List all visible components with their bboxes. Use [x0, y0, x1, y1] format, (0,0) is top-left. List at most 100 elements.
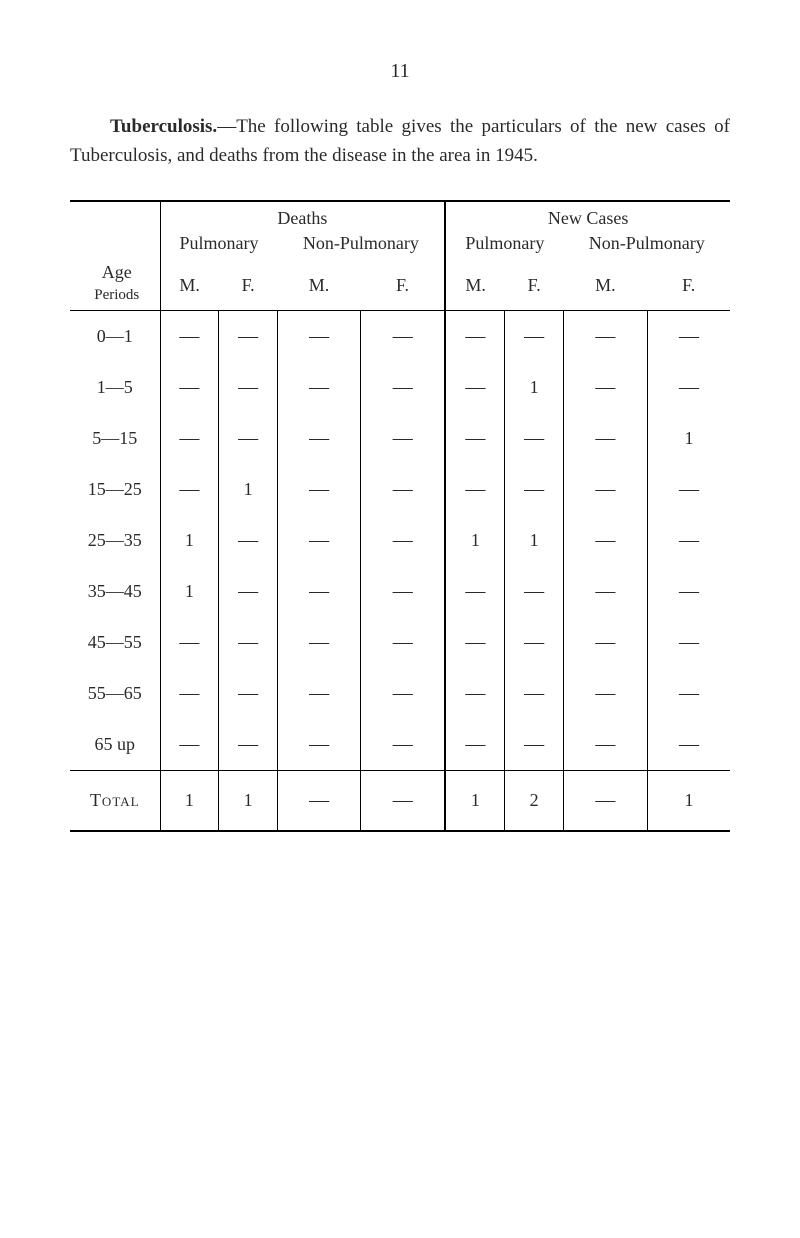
table-cell: —	[563, 464, 647, 515]
table-cell: —	[361, 566, 446, 617]
header-m: M.	[160, 256, 219, 311]
total-cell: —	[277, 771, 360, 832]
table-cell: —	[361, 668, 446, 719]
table-cell: —	[219, 311, 278, 363]
total-cell: 2	[505, 771, 564, 832]
table-cell: —	[445, 413, 505, 464]
header-age: Age	[70, 256, 160, 285]
total-cell: —	[361, 771, 446, 832]
age-cell: 15—25	[70, 464, 160, 515]
table-cell: —	[563, 311, 647, 363]
table-cell: —	[563, 719, 647, 771]
header-periods: Periods	[70, 285, 160, 311]
header-m: M.	[445, 256, 505, 311]
header-m: M.	[277, 256, 360, 311]
table-cell: —	[219, 668, 278, 719]
header-non-pulmonary-2: Non-Pulmonary	[563, 231, 730, 256]
age-cell: 35—45	[70, 566, 160, 617]
age-cell: 45—55	[70, 617, 160, 668]
age-cell: 5—15	[70, 413, 160, 464]
table-cell: —	[219, 617, 278, 668]
table-cell: —	[445, 719, 505, 771]
table-cell: —	[445, 311, 505, 363]
table-cell: —	[160, 464, 219, 515]
table-cell: —	[277, 566, 360, 617]
table-cell: —	[505, 668, 564, 719]
table-cell: —	[160, 362, 219, 413]
table-cell: —	[563, 413, 647, 464]
age-cell: 25—35	[70, 515, 160, 566]
table-cell: —	[647, 464, 730, 515]
table-cell: —	[505, 464, 564, 515]
header-f: F.	[219, 256, 278, 311]
table-cell: —	[647, 719, 730, 771]
table-cell: —	[277, 311, 360, 363]
table-cell: —	[277, 515, 360, 566]
table-cell: —	[277, 362, 360, 413]
table-cell: —	[505, 566, 564, 617]
table-cell: 1	[505, 515, 564, 566]
total-cell: 1	[647, 771, 730, 832]
table-cell: —	[361, 515, 446, 566]
intro-paragraph: Tuberculosis.—The following table gives …	[70, 113, 730, 170]
total-cell: 1	[219, 771, 278, 832]
header-new-cases: New Cases	[445, 201, 730, 231]
table-cell: —	[647, 362, 730, 413]
table-cell: —	[647, 311, 730, 363]
table-cell: —	[219, 413, 278, 464]
intro-heading: Tuberculosis.	[110, 116, 217, 137]
total-label: Total	[70, 771, 160, 832]
header-deaths: Deaths	[160, 201, 445, 231]
table-cell: —	[361, 464, 446, 515]
header-pulmonary: Pulmonary	[160, 231, 277, 256]
table-cell: —	[445, 464, 505, 515]
table-cell: —	[361, 617, 446, 668]
table-cell: —	[219, 719, 278, 771]
table-cell: 1	[160, 566, 219, 617]
table-cell: —	[563, 668, 647, 719]
header-non-pulmonary: Non-Pulmonary	[277, 231, 445, 256]
header-m: M.	[563, 256, 647, 311]
table-cell: —	[361, 311, 446, 363]
table-cell: —	[445, 362, 505, 413]
table-cell: —	[505, 719, 564, 771]
header-f: F.	[505, 256, 564, 311]
table-cell: —	[563, 566, 647, 617]
table-cell: —	[160, 413, 219, 464]
table-cell: —	[647, 617, 730, 668]
table-cell: —	[505, 413, 564, 464]
table-cell: —	[563, 362, 647, 413]
table-cell: —	[219, 515, 278, 566]
table-cell: 1	[219, 464, 278, 515]
age-cell: 65 up	[70, 719, 160, 771]
page-number: 11	[70, 60, 730, 83]
total-cell: 1	[160, 771, 219, 832]
table-cell: —	[505, 617, 564, 668]
table-cell: —	[277, 617, 360, 668]
table-cell: —	[505, 311, 564, 363]
table-cell: —	[277, 413, 360, 464]
table-cell: —	[160, 311, 219, 363]
table-cell: 1	[445, 515, 505, 566]
header-f: F.	[647, 256, 730, 311]
total-cell: —	[563, 771, 647, 832]
table-cell: —	[160, 719, 219, 771]
table-cell: —	[563, 617, 647, 668]
table-cell: —	[277, 719, 360, 771]
table-cell: —	[361, 719, 446, 771]
age-cell: 1—5	[70, 362, 160, 413]
age-cell: 55—65	[70, 668, 160, 719]
header-pulmonary-2: Pulmonary	[445, 231, 563, 256]
table-cell: —	[647, 566, 730, 617]
age-cell: 0—1	[70, 311, 160, 363]
table-cell: —	[647, 668, 730, 719]
table-cell: —	[361, 362, 446, 413]
table-cell: —	[160, 668, 219, 719]
table-cell: —	[361, 413, 446, 464]
table-cell: —	[445, 617, 505, 668]
table-cell: —	[445, 668, 505, 719]
table-cell: —	[445, 566, 505, 617]
table-cell: —	[219, 566, 278, 617]
table-cell: —	[563, 515, 647, 566]
table-cell: —	[277, 464, 360, 515]
